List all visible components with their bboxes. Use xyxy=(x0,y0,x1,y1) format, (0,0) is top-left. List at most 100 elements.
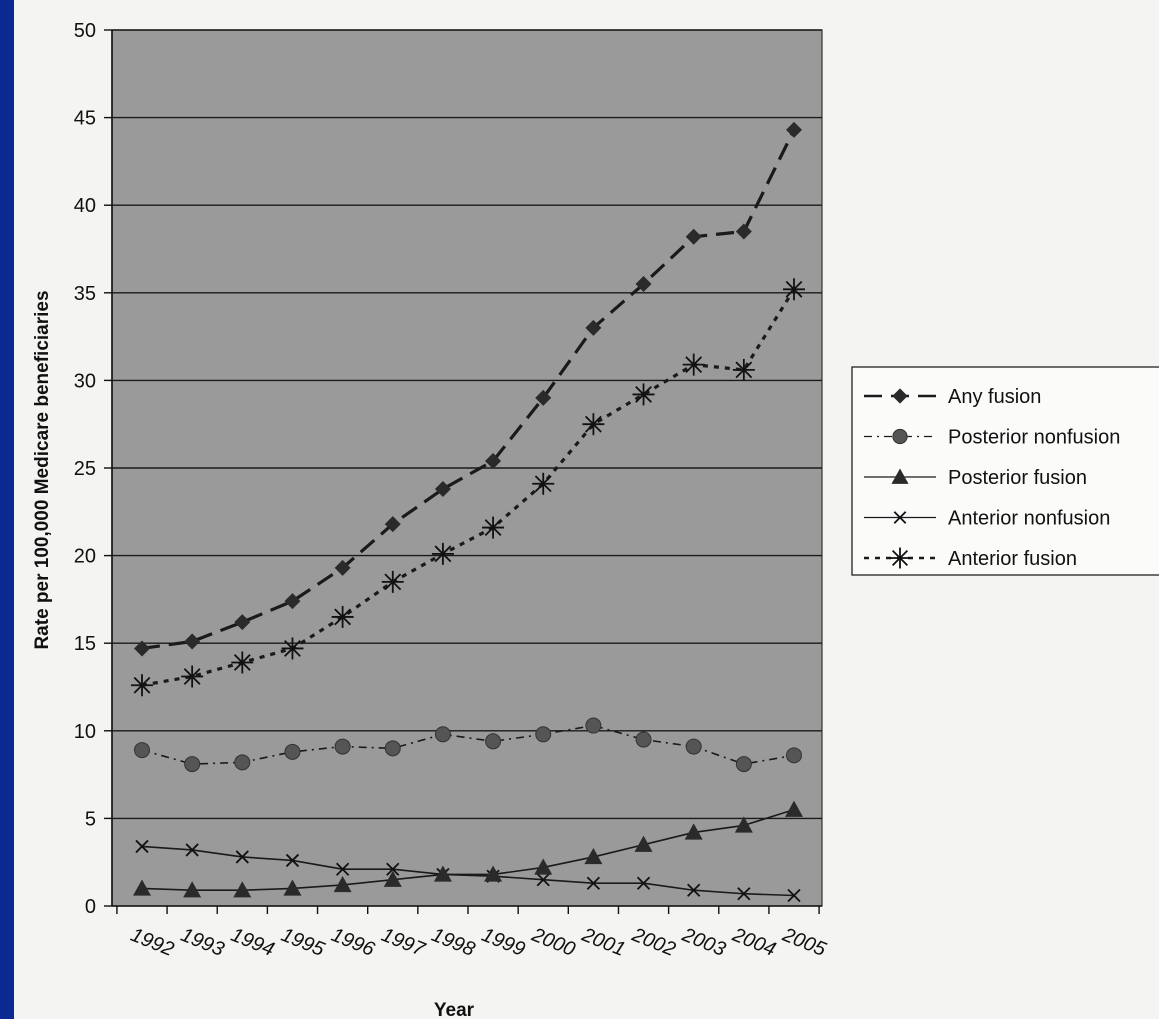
x-tick-label: 1997 xyxy=(378,924,428,961)
data-point-any-fusion xyxy=(334,559,351,576)
x-axis-title: Year xyxy=(434,1000,475,1019)
data-point-any-fusion xyxy=(735,223,752,240)
series-line-anterior-nonfusion xyxy=(141,845,795,897)
data-point-anterior-fusion xyxy=(181,665,204,688)
data-point-any-fusion xyxy=(635,276,652,293)
data-point-posterior-nonfusion xyxy=(234,754,251,771)
data-point-posterior-fusion xyxy=(333,875,352,893)
data-point-posterior-nonfusion xyxy=(786,747,802,764)
x-tick-label: 1995 xyxy=(278,924,328,961)
data-point-any-fusion xyxy=(184,633,201,650)
legend-box xyxy=(851,366,1159,576)
legend-swatch-marker xyxy=(892,388,908,404)
y-tick-label: 45 xyxy=(74,108,96,130)
x-tick-label: 1993 xyxy=(178,924,228,961)
legend-label: Posterior fusion xyxy=(948,467,1087,489)
legend-swatch-marker xyxy=(889,547,911,569)
x-tick-label: 1992 xyxy=(127,924,177,961)
series-any-fusion xyxy=(134,121,802,657)
data-point-posterior-fusion xyxy=(734,816,753,833)
data-point-anterior-fusion xyxy=(331,605,354,628)
y-tick-label: 30 xyxy=(74,370,96,392)
data-point-posterior-fusion xyxy=(785,800,803,817)
data-point-anterior-fusion xyxy=(632,383,655,406)
data-point-posterior-nonfusion xyxy=(334,738,351,755)
y-tick-label: 15 xyxy=(74,633,96,655)
legend-label: Anterior fusion xyxy=(948,548,1077,570)
data-point-any-fusion xyxy=(384,516,401,533)
y-axis-title: Rate per 100,000 Medicare beneficiaries xyxy=(32,290,53,649)
data-point-anterior-nonfusion xyxy=(386,862,400,876)
data-point-anterior-fusion xyxy=(231,651,254,674)
y-tick-label: 10 xyxy=(74,721,96,743)
data-point-posterior-fusion xyxy=(534,858,553,875)
data-point-posterior-fusion xyxy=(283,879,302,896)
data-point-any-fusion xyxy=(134,640,150,657)
data-point-anterior-fusion xyxy=(532,472,555,495)
data-point-posterior-nonfusion xyxy=(735,756,752,773)
legend-label: Anterior nonfusion xyxy=(948,508,1110,530)
legend-item-anterior-nonfusion: Anterior nonfusion xyxy=(864,508,1110,530)
data-point-anterior-nonfusion xyxy=(687,883,701,897)
data-point-anterior-fusion xyxy=(783,278,805,301)
data-point-anterior-nonfusion xyxy=(185,843,199,857)
data-point-anterior-nonfusion xyxy=(335,862,350,876)
data-point-any-fusion xyxy=(685,228,702,245)
legend: Any fusion Posterior nonfusion Posterior f… xyxy=(851,366,1159,576)
y-tick-label: 50 xyxy=(74,20,96,42)
data-point-posterior-fusion xyxy=(433,865,452,882)
legend-item-posterior-nonfusion: Posterior nonfusion xyxy=(864,427,1120,449)
series-anterior-fusion xyxy=(131,278,805,697)
data-point-posterior-nonfusion xyxy=(434,726,451,743)
data-point-posterior-nonfusion xyxy=(485,733,502,750)
data-point-posterior-nonfusion xyxy=(535,726,552,743)
y-tick-label: 25 xyxy=(74,458,96,480)
data-point-anterior-fusion xyxy=(431,542,454,565)
slide-page: 0 5 10 15 20 25 30 35 40 45 50 1992 1993 1994 1995 1996… xyxy=(14,0,1159,1019)
x-tick-label: 2002 xyxy=(628,924,678,961)
data-point-posterior-nonfusion xyxy=(384,740,401,757)
gridlines xyxy=(112,29,822,820)
axes xyxy=(104,29,822,914)
y-tick-label: 40 xyxy=(74,195,96,217)
legend-item-any-fusion: Any fusion xyxy=(864,386,1041,408)
data-point-posterior-nonfusion xyxy=(685,738,702,755)
data-point-any-fusion xyxy=(535,389,552,406)
data-point-any-fusion xyxy=(234,614,251,631)
line-chart: 0 5 10 15 20 25 30 35 40 45 50 1992 1993 1994 1995 1996… xyxy=(32,20,1159,1019)
data-point-anterior-nonfusion xyxy=(536,873,550,887)
data-point-anterior-nonfusion xyxy=(737,887,751,901)
data-point-anterior-nonfusion xyxy=(586,876,601,890)
legend-label: Posterior nonfusion xyxy=(948,427,1120,449)
data-point-posterior-nonfusion xyxy=(635,731,652,748)
data-point-posterior-nonfusion xyxy=(585,717,602,734)
data-point-posterior-fusion xyxy=(183,881,202,898)
data-point-anterior-nonfusion xyxy=(235,850,249,864)
x-tick-label: 2000 xyxy=(528,924,578,961)
data-point-posterior-nonfusion xyxy=(284,743,301,760)
data-point-posterior-nonfusion xyxy=(184,756,201,773)
series-line-anterior-fusion xyxy=(141,288,796,687)
legend-swatch-marker xyxy=(892,428,908,445)
legend-swatch-marker xyxy=(891,468,909,484)
data-point-anterior-fusion xyxy=(582,413,605,436)
data-point-posterior-nonfusion xyxy=(134,742,150,759)
data-point-any-fusion xyxy=(434,481,451,498)
x-tick-label: 1998 xyxy=(428,924,478,961)
data-point-anterior-nonfusion xyxy=(787,888,801,903)
data-point-anterior-fusion xyxy=(281,637,304,660)
series-layer xyxy=(131,121,805,903)
data-point-any-fusion xyxy=(585,319,602,336)
data-point-posterior-fusion xyxy=(383,870,402,887)
x-tick-label: 2004 xyxy=(728,924,778,961)
data-point-any-fusion xyxy=(786,121,802,138)
legend-item-anterior-fusion: Anterior fusion xyxy=(864,547,1077,570)
x-tick-label: 2001 xyxy=(578,924,628,961)
legend-swatch-marker xyxy=(893,511,907,524)
legend-item-posterior-fusion: Posterior fusion xyxy=(864,467,1087,489)
y-tick-label: 35 xyxy=(74,283,96,305)
data-point-posterior-fusion xyxy=(233,881,252,898)
data-point-posterior-fusion xyxy=(684,823,703,840)
x-tick-label: 2005 xyxy=(779,924,830,962)
series-posterior-fusion xyxy=(133,800,803,898)
